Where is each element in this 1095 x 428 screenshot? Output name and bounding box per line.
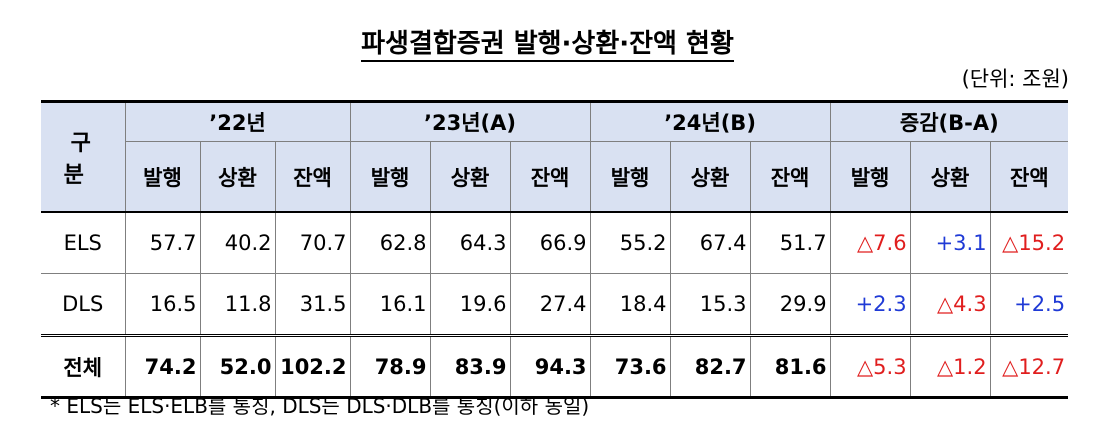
subheader-balance: 잔액 [510, 141, 591, 213]
table-cell: 29.9 [750, 273, 831, 336]
table-cell: 16.1 [350, 273, 431, 336]
unit-label: (단위: 조원) [961, 67, 1069, 91]
table-cell: 40.2 [200, 212, 276, 274]
table-row-dls: DLS 16.5 11.8 31.5 16.1 19.6 27.4 18.4 1… [41, 273, 1069, 336]
header-year-24: ’24년(B) [590, 100, 831, 142]
table-cell: 15.3 [670, 273, 751, 336]
table-cell: 27.4 [510, 273, 591, 336]
header-change: 증감(B-A) [830, 100, 1069, 142]
table-cell: 52.0 [200, 334, 276, 399]
header-gubun: 구 분 [41, 100, 126, 213]
header-year-23: ’23년(A) [350, 100, 591, 142]
row-label: 전체 [41, 334, 126, 399]
subheader-balance: 잔액 [990, 141, 1069, 213]
table-row-total: 전체 74.2 52.0 102.2 78.9 83.9 94.3 73.6 8… [41, 334, 1069, 399]
table-cell: 82.7 [670, 334, 751, 399]
row-label: DLS [41, 273, 126, 336]
table-cell: 51.7 [750, 212, 831, 274]
header-year-22: ’22년 [125, 100, 351, 142]
data-table: 구 분 ’22년 ’23년(A) ’24년(B) 증감(B-A) 발행 상환 잔… [41, 100, 1069, 399]
change-cell: △12.7 [990, 334, 1069, 399]
table-cell: 11.8 [200, 273, 276, 336]
subheader-redeem: 상환 [430, 141, 511, 213]
subheader-redeem: 상환 [200, 141, 276, 213]
subheader-issue: 발행 [830, 141, 911, 213]
table-cell: 67.4 [670, 212, 751, 274]
table-cell: 64.3 [430, 212, 511, 274]
table-cell: 62.8 [350, 212, 431, 274]
table-cell: 73.6 [590, 334, 671, 399]
table-cell: 70.7 [275, 212, 351, 274]
change-cell: △4.3 [910, 273, 991, 336]
change-cell: +2.5 [990, 273, 1069, 336]
subheader-balance: 잔액 [275, 141, 351, 213]
subheader-redeem: 상환 [670, 141, 751, 213]
page-title: 파생결합증권 발행·상환·잔액 현황 [0, 26, 1095, 62]
table-cell: 57.7 [125, 212, 201, 274]
table-cell: 31.5 [275, 273, 351, 336]
table-row-els: ELS 57.7 40.2 70.7 62.8 64.3 66.9 55.2 6… [41, 212, 1069, 274]
subheader-redeem: 상환 [910, 141, 991, 213]
row-label: ELS [41, 212, 126, 274]
table-cell: 66.9 [510, 212, 591, 274]
change-cell: △7.6 [830, 212, 911, 274]
table-cell: 16.5 [125, 273, 201, 336]
table-cell: 81.6 [750, 334, 831, 399]
table-cell: 83.9 [430, 334, 511, 399]
table-cell: 55.2 [590, 212, 671, 274]
table-cell: 19.6 [430, 273, 511, 336]
subheader-issue: 발행 [350, 141, 431, 213]
table-cell: 78.9 [350, 334, 431, 399]
table-cell: 94.3 [510, 334, 591, 399]
change-cell: △5.3 [830, 334, 911, 399]
subheader-issue: 발행 [590, 141, 671, 213]
table-cell: 18.4 [590, 273, 671, 336]
subheader-issue: 발행 [125, 141, 201, 213]
table-cell: 74.2 [125, 334, 201, 399]
table-cell: 102.2 [275, 334, 351, 399]
change-cell: △1.2 [910, 334, 991, 399]
change-cell: △15.2 [990, 212, 1069, 274]
subheader-balance: 잔액 [750, 141, 831, 213]
change-cell: +3.1 [910, 212, 991, 274]
footnote: * ELS는 ELS·ELB를 통칭, DLS는 DLS·DLB를 통칭(이하 … [50, 394, 590, 418]
change-cell: +2.3 [830, 273, 911, 336]
